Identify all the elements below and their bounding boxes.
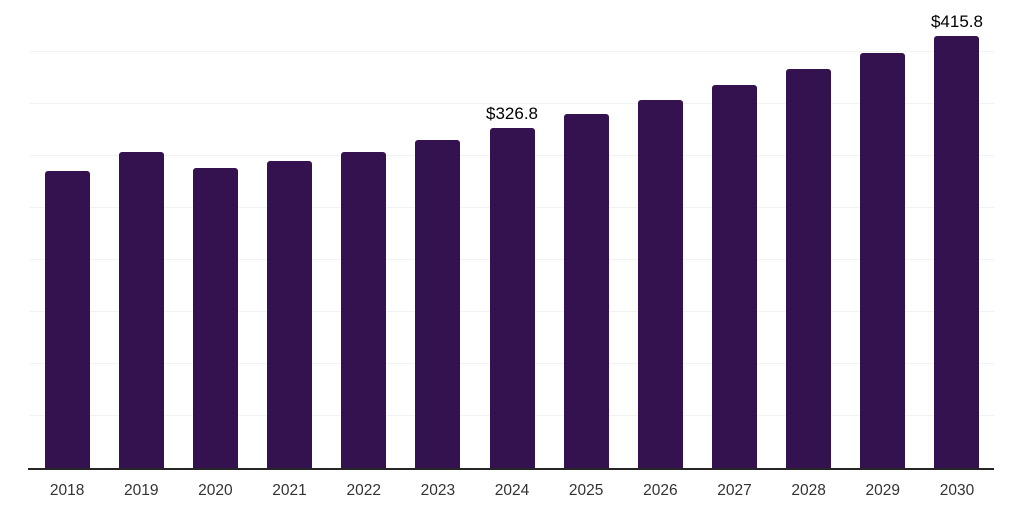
bar-2019: [118, 152, 164, 468]
x-axis-line: [28, 468, 994, 470]
x-tick-2026: 2026: [643, 482, 678, 499]
bar-2021: [267, 160, 313, 468]
x-axis-labels: 2018 2019 2020 2021 2022 2023 2024 2025 2026 2027…: [30, 470, 994, 512]
x-tick-2020: 2020: [198, 482, 233, 499]
bar-slot-2024: $326.8: [475, 0, 549, 468]
bar-slot-2023: [401, 0, 475, 468]
bar-slot-2018: [30, 0, 104, 468]
bar-slot-2022: [327, 0, 401, 468]
x-tick-2024: 2024: [494, 482, 530, 499]
data-label-2024: $326.8: [486, 104, 539, 124]
x-tick-2030: 2030: [939, 482, 975, 499]
bar-series: $326.8 $415.8: [30, 0, 994, 468]
bar-slot-2029: [846, 0, 920, 468]
gridline-400: [30, 51, 994, 52]
gridline-350: [30, 103, 994, 104]
plot-area: $326.8 $415.8: [30, 0, 994, 468]
x-tick-2025: 2025: [568, 482, 604, 499]
bar-slot-2030: $415.8: [920, 0, 994, 468]
bar-slot-2027: [697, 0, 771, 468]
bar-2018: [44, 171, 90, 468]
bar-2029: [860, 52, 906, 468]
bar-2020: [192, 167, 238, 468]
bar-slot-2020: [178, 0, 252, 468]
bar-2024: $326.8: [486, 104, 538, 468]
bar-2023: [415, 140, 461, 468]
x-tick-2028: 2028: [791, 482, 826, 499]
x-tick-2029: 2029: [865, 482, 901, 499]
x-tick-2022: 2022: [346, 482, 381, 499]
x-tick-2027: 2027: [717, 482, 752, 499]
x-tick-2018: 2018: [49, 482, 85, 499]
bar-2028: [786, 69, 832, 468]
x-tick-2021: 2021: [272, 482, 307, 499]
bar-2027: [711, 84, 757, 468]
data-label-2030: $415.8: [930, 11, 983, 31]
bar-slot-2025: [549, 0, 623, 468]
bar-slot-2019: [104, 0, 178, 468]
x-tick-2023: 2023: [420, 482, 456, 499]
bar-2025: [563, 114, 609, 468]
bar-2030: $415.8: [931, 12, 983, 468]
x-tick-2019: 2019: [123, 482, 159, 499]
bar-slot-2026: [623, 0, 697, 468]
bar-2022: [341, 151, 387, 468]
bar-slot-2028: [772, 0, 846, 468]
bar-2026: [637, 99, 683, 468]
bar-slot-2021: [252, 0, 326, 468]
